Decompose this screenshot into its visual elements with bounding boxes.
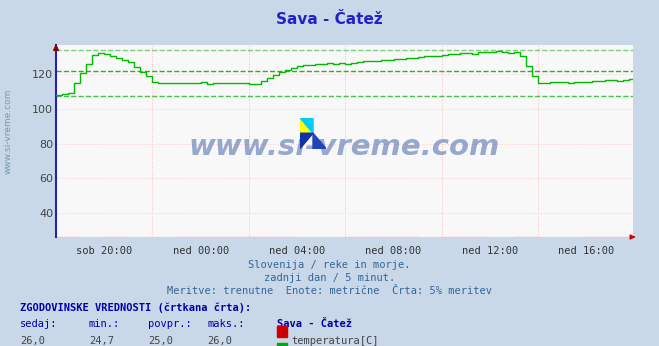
Text: zadnji dan / 5 minut.: zadnji dan / 5 minut. <box>264 273 395 283</box>
Text: 25,0: 25,0 <box>148 336 173 346</box>
Text: 26,0: 26,0 <box>208 336 233 346</box>
Text: maks.:: maks.: <box>208 319 245 329</box>
Polygon shape <box>300 133 313 149</box>
Text: ned 16:00: ned 16:00 <box>558 246 615 256</box>
Polygon shape <box>300 118 313 133</box>
Text: www.si-vreme.com: www.si-vreme.com <box>188 133 500 161</box>
Text: 24,7: 24,7 <box>89 336 114 346</box>
Text: sedaj:: sedaj: <box>20 319 57 329</box>
Text: Meritve: trenutne  Enote: metrične  Črta: 5% meritev: Meritve: trenutne Enote: metrične Črta: … <box>167 286 492 296</box>
Polygon shape <box>300 118 313 133</box>
Text: www.si-vreme.com: www.si-vreme.com <box>3 89 13 174</box>
Text: Slovenija / reke in morje.: Slovenija / reke in morje. <box>248 260 411 270</box>
Text: Sava - Čatež: Sava - Čatež <box>277 319 352 329</box>
Polygon shape <box>313 133 326 149</box>
Text: temperatura[C]: temperatura[C] <box>291 336 379 346</box>
Text: ned 00:00: ned 00:00 <box>173 246 229 256</box>
Text: povpr.:: povpr.: <box>148 319 192 329</box>
Text: ned 08:00: ned 08:00 <box>366 246 422 256</box>
Text: Sava - Čatež: Sava - Čatež <box>276 12 383 27</box>
Text: 26,0: 26,0 <box>20 336 45 346</box>
Text: ned 12:00: ned 12:00 <box>462 246 518 256</box>
Text: ZGODOVINSKE VREDNOSTI (črtkana črta):: ZGODOVINSKE VREDNOSTI (črtkana črta): <box>20 302 251 313</box>
Text: sob 20:00: sob 20:00 <box>76 246 132 256</box>
Text: ned 04:00: ned 04:00 <box>269 246 326 256</box>
Text: min.:: min.: <box>89 319 120 329</box>
